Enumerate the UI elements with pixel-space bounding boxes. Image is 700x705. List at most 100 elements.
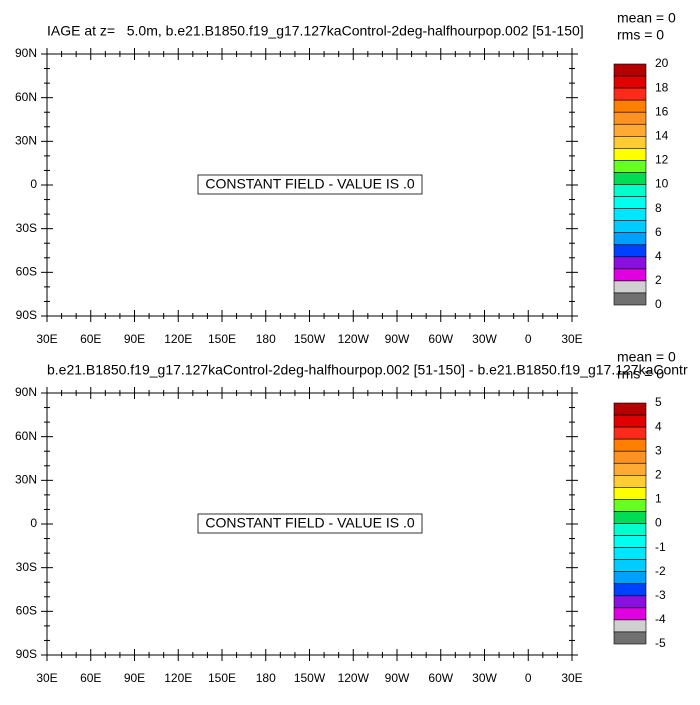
lon-label: 180 [256,332,276,346]
colorbar-label: 1 [655,492,662,506]
lon-label: 150E [208,332,236,346]
colorbar-label: 8 [655,201,662,215]
colorbar-box [613,123,647,137]
colorbar-box [613,523,647,536]
lat-label: 90S [16,308,37,322]
colorbar-box [613,499,647,512]
lat-label: 60N [15,90,37,104]
colorbar-box [613,148,647,161]
colorbar-label: 5 [655,395,662,409]
lon-label: 150W [294,671,326,685]
colorbar-label: -1 [655,540,666,554]
colorbar-label: 0 [655,516,662,530]
lon-label: 120W [338,671,370,685]
mean-label: mean = 0 [617,349,676,365]
colorbar-box [613,63,647,77]
lat-label: 90N [15,46,37,60]
message: CONSTANT FIELD - VALUE IS .0 [205,176,414,192]
lat-label: 60S [16,265,37,279]
colorbar-box [613,87,647,101]
lat-label: 30S [16,560,37,574]
colorbar-box [613,136,647,149]
lat-label: 0 [30,516,37,530]
message: CONSTANT FIELD - VALUE IS .0 [205,515,414,531]
lon-label: 150E [208,671,236,685]
colorbar-box [613,208,647,221]
colorbar-box [613,438,647,452]
mean-label: mean = 0 [617,10,676,26]
colorbar-box [613,292,647,306]
colorbar-box [613,184,647,197]
colorbar-box [613,256,647,270]
lon-label: 30W [472,671,497,685]
plot-title: IAGE at z= 5.0m, b.e21.B1850.f19_g17.127… [47,23,584,39]
lat-label: 60S [16,604,37,618]
lat-label: 90S [16,647,37,661]
lon-label: 90E [124,671,145,685]
colorbar-box [613,462,647,476]
lon-label: 0 [525,671,532,685]
colorbar-label: 0 [655,297,662,311]
lat-label: 90N [15,385,37,399]
message-box [197,174,423,195]
colorbar-box [613,402,647,416]
colorbar-box [613,75,647,89]
colorbar-label: 14 [655,128,669,142]
colorbar-box [613,196,647,209]
colorbar-label: 2 [655,273,662,287]
colorbar-box [613,571,647,585]
lon-label: 30E [561,332,582,346]
lat-label: 30S [16,221,37,235]
colorbar-box [613,511,647,524]
lat-label: 0 [30,177,37,191]
colorbar-box [613,268,647,282]
rms-label: rms = 0 [617,27,664,43]
colorbar-box [613,607,647,621]
lat-label: 30N [15,473,37,487]
lon-label: 60E [80,671,101,685]
lon-label: 30E [36,332,57,346]
colorbar-label: -5 [655,636,666,650]
colorbar-box [613,160,647,173]
colorbar-label: 2 [655,467,662,481]
colorbar-label: 6 [655,225,662,239]
colorbar-box [613,631,647,645]
colorbar-box [613,595,647,609]
colorbar-label: 3 [655,443,662,457]
lon-label: 60W [428,671,453,685]
colorbar-box [613,232,647,246]
colorbar-label: 16 [655,104,669,118]
colorbar-box [613,559,647,573]
lon-label: 0 [525,332,532,346]
lon-label: 30W [472,332,497,346]
lon-label: 120W [338,332,370,346]
colorbar-label: 4 [655,249,662,263]
colorbar-label: -2 [655,564,666,578]
colorbar-label: 20 [655,56,669,70]
rms-label: rms = 0 [617,366,664,382]
colorbar-box [613,414,647,428]
plot-title: b.e21.B1850.f19_g17.127kaControl-2deg-ha… [47,362,688,378]
colorbar-box [613,547,647,560]
colorbar-label: 12 [655,153,669,167]
colorbar-box [613,619,647,633]
colorbar-label: 4 [655,419,662,433]
lon-label: 150W [294,332,326,346]
colorbar-box [613,583,647,597]
lat-label: 60N [15,429,37,443]
colorbar-label: -3 [655,588,666,602]
lon-label: 30E [561,671,582,685]
lon-label: 90W [385,332,410,346]
lon-label: 90E [124,332,145,346]
colorbar-box [613,172,647,185]
colorbar-box [613,280,647,294]
colorbar-label: -4 [655,612,666,626]
message-box [197,513,423,534]
lon-label: 30E [36,671,57,685]
lon-label: 60E [80,332,101,346]
lon-label: 180 [256,671,276,685]
lon-label: 120E [164,332,192,346]
colorbar-box [613,426,647,440]
colorbar-box [613,474,647,488]
